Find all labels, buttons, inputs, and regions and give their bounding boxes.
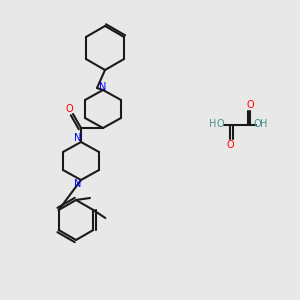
Text: H: H (260, 119, 268, 129)
Text: O: O (216, 119, 224, 129)
Text: O: O (226, 140, 234, 150)
Text: O: O (253, 119, 261, 129)
Text: N: N (99, 82, 107, 92)
Text: O: O (246, 100, 254, 110)
Text: N: N (74, 133, 82, 143)
Text: H: H (209, 119, 217, 129)
Text: N: N (74, 179, 82, 189)
Text: O: O (65, 104, 73, 114)
